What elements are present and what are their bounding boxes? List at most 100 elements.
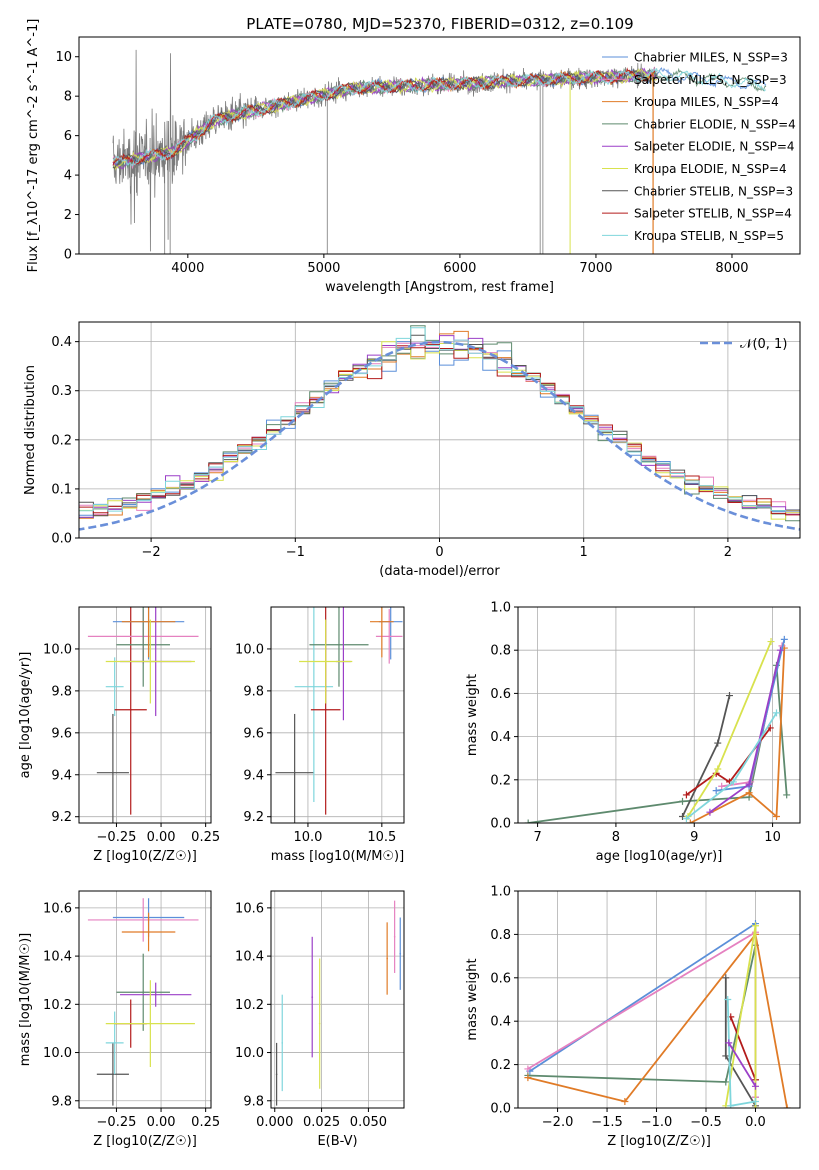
x-tick-label: 10.0 (293, 830, 322, 845)
y-tick-label: 10.0 (235, 1046, 264, 1061)
model-line-darkgray (112, 68, 657, 170)
series-marker (714, 765, 722, 773)
massweight-vs-age-y-axis-label: mass weight (465, 674, 480, 756)
residuals-x-axis-label: (data-model)/error (379, 564, 500, 579)
data-point (324, 660, 327, 663)
x-tick-label: 0.025 (303, 1115, 340, 1130)
series-marker (722, 974, 730, 982)
series-marker (524, 1065, 532, 1073)
series-marker (621, 1097, 629, 1105)
mass-vs-ebv-points (275, 900, 402, 1106)
x-tick-label: 0.000 (256, 1115, 293, 1130)
histogram-series (79, 325, 800, 531)
x-tick-label: 10 (764, 830, 781, 845)
series-line-green (527, 945, 757, 1083)
age-vs-mass-x-axis-label: mass [log10(M/M☉)] (271, 849, 404, 864)
y-tick-label: 10.6 (235, 901, 264, 916)
data-point (129, 708, 132, 711)
y-tick-label: 0.2 (490, 773, 511, 788)
y-tick-label: 4 (64, 169, 72, 184)
series-marker (745, 780, 753, 788)
series-marker (524, 1074, 532, 1082)
age-vs-Z-grid (79, 607, 211, 823)
data-point (324, 708, 327, 711)
data-point (311, 996, 314, 998)
y-tick-label: 0.8 (490, 928, 511, 943)
normal-curve (79, 340, 800, 531)
series-marker (729, 778, 737, 786)
series-line-red (729, 1016, 757, 1081)
residuals-axes: −2 −1 0 1 2 0.0 0.1 0.2 0.3 0.4 (data-model)/error… (23, 322, 800, 579)
massweight-vs-age-axes: 7 8 9 10 0.0 0.2 0.4 0.6 0.8 1.0 age [log10(age/yr… (465, 601, 800, 864)
histogram-step-cyan (79, 327, 800, 512)
x-tick-label: −1.0 (641, 1115, 673, 1130)
data-point (381, 620, 383, 623)
series-marker (682, 791, 690, 799)
spectrum-legend: Chabrier MILES, N_SSP=3 Salpeter MILES, N… (602, 51, 796, 243)
massweight-vs-Z-frame (517, 890, 801, 1109)
data-point (149, 660, 152, 663)
age-vs-Z-x-axis-label: Z [log10(Z/Z☉)] (93, 849, 197, 864)
mass-vs-Z-x-axis-label: Z [log10(Z/Z☉)] (93, 1134, 197, 1149)
massweight-vs-age-frame (517, 606, 801, 824)
data-point (388, 635, 391, 638)
x-tick-label: 10.5 (367, 830, 396, 845)
legend-label: Kroupa STELIB, N_SSP=5 (634, 229, 784, 243)
data-point (275, 1073, 278, 1076)
series-marker (714, 739, 722, 747)
series-marker (718, 782, 726, 790)
x-tick-label: 0.0 (745, 1115, 766, 1130)
series-marker (722, 1052, 730, 1060)
series-marker (712, 787, 720, 795)
y-tick-label: 8 (64, 90, 72, 105)
series-marker (706, 808, 714, 816)
spectrum-x-axis-label: wavelength [Angstrom, rest frame] (325, 280, 554, 295)
x-tick-label: −0.25 (97, 1115, 137, 1130)
massweight-vs-Z-y-axis-label: mass weight (465, 958, 480, 1040)
spectrum-frame (78, 36, 801, 255)
age-vs-mass-grid (271, 607, 404, 823)
mass-vs-ebv-grid (271, 891, 404, 1108)
y-tick-label: 9.8 (51, 684, 72, 699)
series-marker (524, 819, 532, 823)
data-point (393, 936, 396, 938)
y-tick-label: 0.6 (490, 971, 511, 986)
mass-vs-ebv-frame (270, 890, 405, 1109)
series-line-orange (689, 647, 786, 823)
x-tick-label: 8000 (715, 261, 748, 276)
series-marker (682, 815, 690, 823)
massweight-vs-age-series (524, 635, 791, 823)
series-line-blue (529, 921, 757, 1098)
y-tick-label: 0.2 (51, 433, 72, 448)
data-point (142, 919, 145, 921)
y-tick-label: 2 (64, 208, 72, 223)
y-tick-label: 10.4 (235, 950, 264, 965)
residuals-frame (78, 321, 801, 539)
y-tick-label: 9.2 (51, 810, 72, 825)
mass-vs-ebv-axes: 0.000 0.025 0.050 9.8 10.0 10.2 10.4 10.6 E(B-V) (235, 891, 404, 1149)
x-tick-label: 0.25 (191, 1115, 220, 1130)
series-marker (724, 996, 732, 1003)
age-vs-Z-frame (78, 606, 212, 824)
y-tick-label: 10.2 (43, 998, 72, 1013)
data-point (293, 771, 296, 774)
mass-vs-Z-frame (78, 890, 212, 1109)
legend-label: Salpeter MILES, N_SSP=3 (634, 73, 787, 87)
x-tick-label: 1 (580, 545, 588, 560)
data-point (281, 1042, 284, 1044)
massweight-vs-age-x-axis-label: age [log10(age/yr)] (596, 849, 723, 864)
age-vs-mass-axes: 10.0 10.5 9.2 9.4 9.6 9.8 10.0 mass [log10(M/M☉… (235, 607, 404, 864)
y-tick-label: 9.2 (243, 810, 264, 825)
y-tick-label: 0.3 (51, 384, 72, 399)
age-vs-Z-points (87, 607, 199, 823)
series-line-purple (728, 1042, 757, 1087)
y-tick-label: 10.0 (235, 642, 264, 657)
y-tick-label: 0.0 (51, 532, 72, 547)
series-marker (679, 797, 686, 805)
legend-label: Salpeter STELIB, N_SSP=4 (634, 207, 792, 221)
y-tick-label: 9.4 (51, 768, 72, 783)
massweight-vs-Z-x-axis-label: Z [log10(Z/Z☉)] (607, 1134, 711, 1149)
data-point (113, 1042, 116, 1044)
mass-vs-Z-axes: −0.25 0.00 0.25 9.8 10.0 10.2 10.4 10.6 Z [log10… (18, 891, 220, 1149)
series-line-orange (527, 932, 788, 1108)
